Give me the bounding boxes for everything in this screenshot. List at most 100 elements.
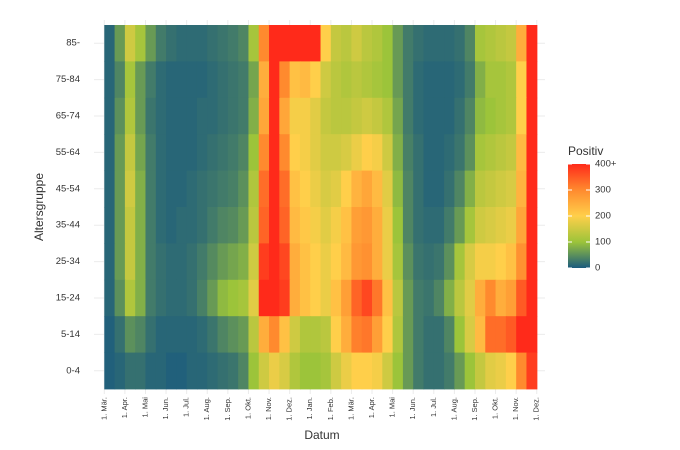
heat-cell bbox=[330, 97, 342, 135]
heat-cell bbox=[330, 170, 342, 208]
heat-cell bbox=[186, 134, 198, 171]
heat-cell bbox=[433, 243, 445, 281]
heat-cell bbox=[176, 25, 188, 62]
y-tick-label: 15-24 bbox=[56, 293, 80, 304]
heat-cell bbox=[464, 352, 476, 390]
heat-cell bbox=[217, 134, 229, 171]
heat-cell bbox=[279, 316, 291, 353]
heat-cell bbox=[320, 207, 332, 244]
heat-cell bbox=[124, 316, 136, 353]
heat-cell bbox=[495, 207, 507, 244]
heat-cell bbox=[176, 170, 188, 208]
heat-cell bbox=[444, 97, 455, 135]
heat-cell bbox=[382, 207, 394, 244]
heat-cell bbox=[186, 97, 198, 135]
heat-cell bbox=[217, 279, 229, 317]
heat-cell bbox=[104, 97, 116, 135]
heat-cell bbox=[217, 61, 229, 99]
heat-cell bbox=[454, 207, 466, 244]
heat-cell bbox=[258, 243, 270, 281]
heat-cell bbox=[454, 61, 466, 99]
heat-cell bbox=[495, 61, 507, 99]
heat-cell bbox=[330, 279, 342, 317]
heat-cell bbox=[423, 243, 435, 281]
heat-cell bbox=[392, 243, 404, 281]
heat-cell bbox=[454, 279, 466, 317]
heat-cell bbox=[433, 352, 445, 390]
heat-cell bbox=[186, 25, 198, 62]
heat-cell bbox=[135, 97, 147, 135]
heat-cell bbox=[124, 97, 136, 135]
heat-cell bbox=[505, 352, 517, 390]
heat-cell bbox=[166, 352, 177, 390]
heat-cell bbox=[413, 134, 425, 171]
heat-cell bbox=[227, 207, 239, 244]
y-tick-label: 65-74 bbox=[56, 111, 80, 122]
heat-cell bbox=[433, 134, 445, 171]
heat-cell bbox=[330, 25, 342, 62]
heat-cell bbox=[217, 352, 229, 390]
heat-cell bbox=[269, 279, 280, 317]
heat-cell bbox=[248, 134, 260, 171]
heat-cell bbox=[402, 279, 414, 317]
heat-cell bbox=[155, 170, 167, 208]
heat-cell bbox=[341, 207, 353, 244]
heat-cell bbox=[516, 207, 528, 244]
heat-cell bbox=[104, 134, 116, 171]
heat-cell bbox=[258, 352, 270, 390]
heat-cell bbox=[382, 352, 394, 390]
heat-cell bbox=[238, 316, 250, 353]
heat-cell bbox=[320, 243, 332, 281]
heat-cell bbox=[361, 207, 373, 244]
heat-cell bbox=[330, 316, 342, 353]
heat-cell bbox=[361, 352, 373, 390]
heat-cell bbox=[258, 134, 270, 171]
heat-cell bbox=[505, 97, 517, 135]
heat-cell bbox=[227, 243, 239, 281]
heat-cell bbox=[495, 134, 507, 171]
heat-cell bbox=[413, 279, 425, 317]
heat-cell bbox=[114, 352, 126, 390]
heat-cell bbox=[279, 352, 291, 390]
heat-cell bbox=[135, 170, 147, 208]
heat-cell bbox=[135, 279, 147, 317]
x-tick-label: 1. Apr. bbox=[120, 397, 129, 418]
heat-cell bbox=[361, 243, 373, 281]
heat-cell bbox=[196, 352, 208, 390]
heat-cell bbox=[248, 25, 260, 62]
heat-cell bbox=[155, 207, 167, 244]
heat-cell bbox=[124, 279, 136, 317]
heat-cell bbox=[495, 97, 507, 135]
x-tick-label: 1. Sep. bbox=[223, 397, 232, 421]
heat-cell bbox=[258, 207, 270, 244]
heat-cell bbox=[423, 316, 435, 353]
heat-cell bbox=[289, 25, 301, 62]
y-tick-label: 75-84 bbox=[56, 74, 80, 85]
heat-cell bbox=[135, 316, 147, 353]
heat-cell bbox=[289, 207, 301, 244]
heat-cell bbox=[392, 279, 404, 317]
heat-cell bbox=[526, 279, 538, 317]
heat-cell bbox=[289, 97, 301, 135]
heat-cell bbox=[526, 134, 538, 171]
heat-cell bbox=[135, 61, 147, 99]
heat-cell bbox=[372, 279, 383, 317]
heat-cell bbox=[392, 170, 404, 208]
heat-cell bbox=[299, 97, 311, 135]
heat-cell bbox=[392, 25, 404, 62]
heat-cell bbox=[516, 243, 528, 281]
heat-cell bbox=[320, 61, 332, 99]
heat-cell bbox=[186, 61, 198, 99]
heat-cell bbox=[454, 25, 466, 62]
heat-cell bbox=[310, 352, 322, 390]
heat-cell bbox=[351, 134, 363, 171]
heat-cell bbox=[248, 243, 260, 281]
heat-cell bbox=[104, 279, 116, 317]
heat-cell bbox=[351, 279, 363, 317]
x-tick-label: 1. Apr. bbox=[367, 397, 376, 418]
heat-cell bbox=[217, 207, 229, 244]
heat-cell bbox=[269, 25, 280, 62]
heat-cell bbox=[166, 25, 177, 62]
heat-cell bbox=[433, 207, 445, 244]
heat-cell bbox=[392, 134, 404, 171]
